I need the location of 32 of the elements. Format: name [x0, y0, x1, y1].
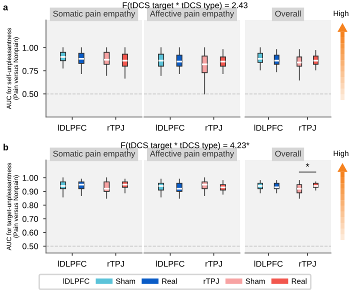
chart-title: Overall [275, 150, 301, 157]
y-tick-label: 0.70 [22, 216, 38, 222]
y-tick-label: 0.60 [22, 230, 38, 236]
x-tick-label: rTPJ [206, 260, 222, 267]
annotation: * [306, 163, 310, 167]
text: F(tDCS target * tDCS type) = 2.43 [122, 2, 248, 10]
y-tick-label: 0.50 [22, 243, 38, 250]
x-tick-label: lDLPFC [58, 260, 86, 267]
y-tick-label: 0.75 [22, 68, 38, 74]
x-tick-label: rTPJ [108, 124, 124, 131]
chart-title: Somatic pain empathy [53, 10, 136, 18]
x-tick-label: lDLPFC [156, 124, 184, 131]
chart-title: Overall [275, 10, 301, 17]
y-tick-label: 1.00 [22, 44, 38, 51]
x-tick-label: rTPJ [299, 260, 316, 267]
x-tick-label: lDLPFC [58, 124, 86, 131]
y-tick-label: 1.00 [22, 174, 38, 181]
x-tick-label: lDLPFC [254, 260, 283, 267]
x-tick-label: rTPJ [108, 260, 124, 267]
chart-title: Affective pain empathy [150, 150, 234, 158]
text: a [3, 5, 8, 10]
chart-title: Affective pain empathy [150, 10, 234, 18]
x-tick-label: lDLPFC [156, 260, 184, 267]
text: b [4, 144, 8, 150]
chart-title: Somatic pain empathy [53, 150, 136, 158]
y-tick-label: 0.80 [22, 202, 38, 208]
x-tick-label: rTPJ [206, 124, 222, 131]
x-tick-label: rTPJ [299, 124, 316, 131]
y-tick-label: 0.50 [22, 91, 38, 98]
y-tick-label: 0.90 [22, 188, 38, 195]
x-tick-label: lDLPFC [254, 124, 283, 131]
text: F(tDCS target * tDCS type) = 4.23* [121, 142, 250, 150]
